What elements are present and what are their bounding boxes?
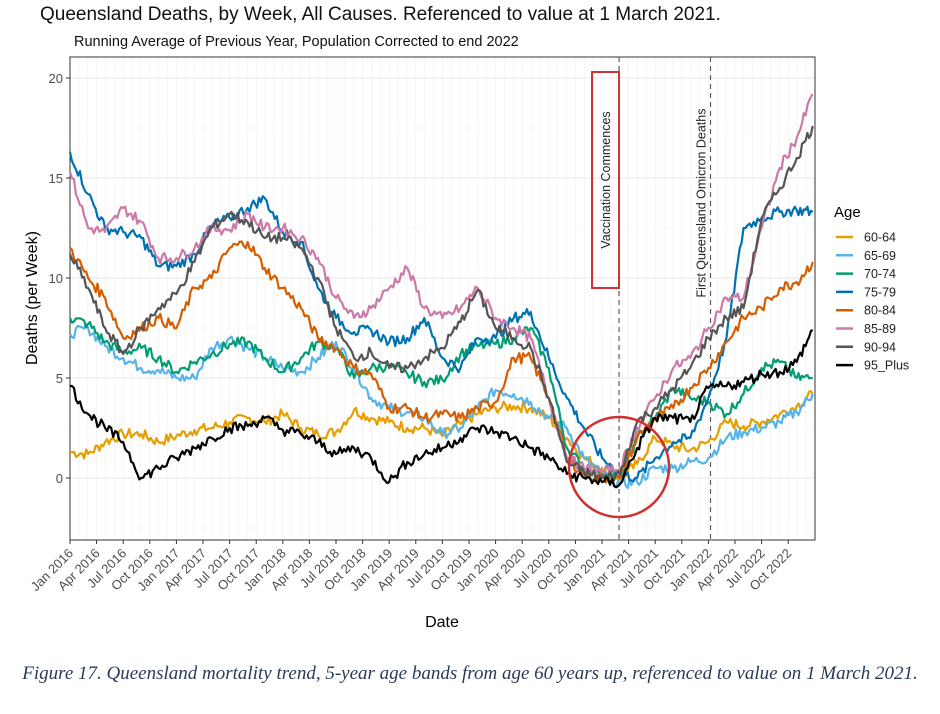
series-line-95-plus [70,329,814,489]
series-line-85-89 [68,93,814,477]
legend-label: 65-69 [864,249,896,263]
series-line-75-79 [68,151,814,483]
legend-label: 85-89 [864,322,896,336]
legend-label: 70-74 [864,267,896,281]
series-lines [68,93,814,490]
chart-title: Queensland Deaths, by Week, All Causes. … [40,4,721,25]
annotation-marks: Vaccination Commences First Queensland Om… [567,71,709,519]
line-chart: Vaccination Commences First Queensland Om… [24,56,909,631]
chart-subtitle: Running Average of Previous Year, Popula… [74,34,519,50]
figure-caption: Figure 17. Queensland mortality trend, 5… [22,663,918,684]
legend-label: 95_Plus [864,359,909,373]
legend-label: 90-94 [864,340,896,354]
y-tick-label: 15 [49,171,63,186]
y-axis-title: Deaths (per Week) [24,231,41,365]
vaccination-label: Vaccination Commences [599,111,613,248]
x-axis-title: Date [425,614,459,631]
series-line-70-74 [68,317,813,482]
omicron-label: First Queensland Omicron Deaths [695,109,709,298]
legend-title: Age [834,204,861,221]
series-line-60-64 [69,390,814,481]
series-line-80-84 [69,240,814,484]
y-tick-label: 20 [49,71,63,86]
highlight-circle [567,415,671,519]
y-tick-label: 5 [56,371,63,386]
vaccination-box [591,71,621,289]
y-tick-label: 0 [56,471,63,486]
legend-label: 60-64 [864,231,896,245]
legend: Age 60-64 65-69 70-74 75-79 80-84 85-89 90-94 9… [834,204,909,373]
legend-label: 80-84 [864,304,896,318]
y-axis: 0 5 10 15 20 [49,71,70,486]
series-line-90-94 [68,125,814,482]
series-line-65-69 [69,323,814,490]
y-tick-label: 10 [49,271,63,286]
legend-label: 75-79 [864,285,896,299]
